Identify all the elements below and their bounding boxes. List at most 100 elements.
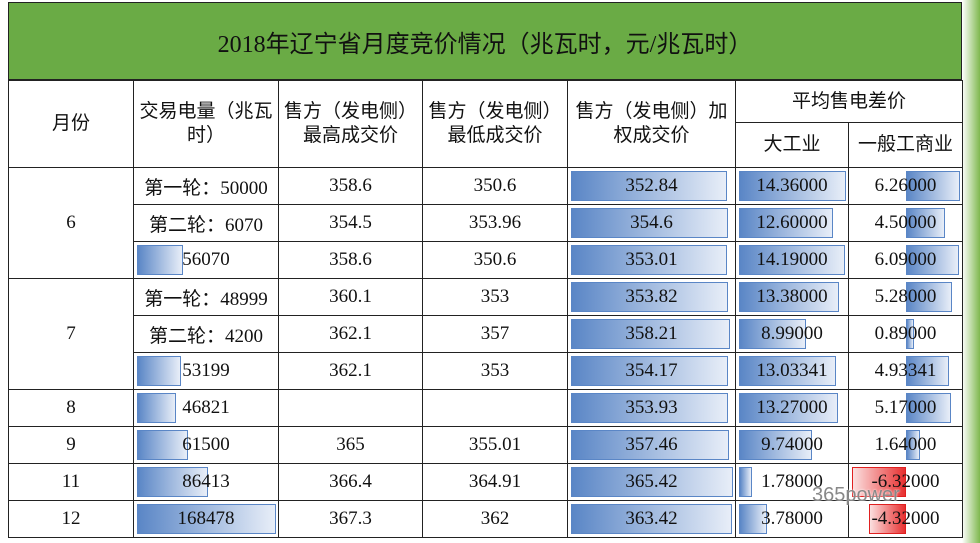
cell-text: 357.46 xyxy=(625,434,678,455)
cell-text: 168478 xyxy=(177,508,235,529)
data-cell: 354.17 xyxy=(567,352,736,390)
data-bar xyxy=(739,467,753,497)
cell-text: 364.91 xyxy=(468,471,522,492)
month-cell: 11 xyxy=(8,463,134,501)
cell-text: 5.28000 xyxy=(874,286,937,307)
data-bar xyxy=(571,504,733,534)
data-bar xyxy=(906,356,949,386)
cell-text: 353.96 xyxy=(468,212,522,233)
data-cell: 363.42 xyxy=(567,500,736,538)
data-bar xyxy=(869,504,907,534)
table-row: 56070 358.6 350.6 353.01 14.19000 6.09000 xyxy=(9,241,963,279)
cell-text: 12.60000 xyxy=(756,212,828,233)
data-cell: 14.36000 xyxy=(735,167,849,205)
data-cell: -4.32000 xyxy=(848,500,963,538)
month-cell: 8 xyxy=(8,389,134,427)
data-cell: 第一轮：48999 xyxy=(133,278,279,316)
data-cell: 5.28000 xyxy=(848,278,963,316)
cell-text: 0.89000 xyxy=(874,323,937,344)
month-cell: 12 xyxy=(8,500,134,538)
cell-text: 352.84 xyxy=(625,175,678,196)
cell-text: 360.1 xyxy=(329,286,372,307)
cell-text: 4.50000 xyxy=(874,212,937,233)
cell-text: 362.1 xyxy=(329,323,372,344)
data-cell: 第一轮：50000 xyxy=(133,167,279,205)
header-cell: 售方（发电侧）加权成交价 xyxy=(567,80,736,168)
data-cell: 364.91 xyxy=(422,463,568,501)
data-cell: 354.5 xyxy=(278,204,423,242)
data-cell: 357 xyxy=(422,315,568,353)
data-cell: 354.6 xyxy=(567,204,736,242)
cell-text: 9.74000 xyxy=(761,434,823,455)
table-row: 8 46821 353.93 13.27000 5.17000 xyxy=(8,389,963,427)
data-bar xyxy=(906,430,921,460)
data-cell: 362.1 xyxy=(278,352,423,390)
data-cell: 13.27000 xyxy=(735,389,849,427)
header-cell: 一般工商业 xyxy=(848,122,963,168)
data-cell: 366.4 xyxy=(278,463,423,501)
cell-text: 5.17000 xyxy=(874,397,937,418)
cell-text: 354.6 xyxy=(630,212,673,233)
data-bar xyxy=(571,467,733,497)
data-bar xyxy=(852,467,907,497)
table-row: 7 第一轮：48999 360.1 353 353.82 13.38000 5.28000 xyxy=(8,278,963,390)
cell-text: 353 xyxy=(480,360,510,381)
cell-text: 13.27000 xyxy=(756,397,828,418)
cell-text: 1.64000 xyxy=(874,434,937,455)
data-cell: 352.84 xyxy=(567,167,736,205)
cell-text: 1.78000 xyxy=(761,471,823,492)
data-cell: 86413 xyxy=(133,463,279,501)
cell-text: 8.99000 xyxy=(761,323,823,344)
data-bar xyxy=(571,171,728,201)
data-bar xyxy=(739,208,833,238)
data-cell: 0.89000 xyxy=(848,315,963,353)
data-bar xyxy=(137,393,176,423)
cell-text: 354.5 xyxy=(329,212,372,233)
data-bar xyxy=(571,319,730,349)
data-cell xyxy=(422,389,568,427)
cell-text: 第一轮：48999 xyxy=(144,288,268,310)
data-cell: 14.19000 xyxy=(735,241,849,279)
data-cell: 365.42 xyxy=(567,463,736,501)
data-cell: 61500 xyxy=(133,426,279,464)
header-cell: 售方（发电侧）最低成交价 xyxy=(422,80,568,168)
cell-text: 358.6 xyxy=(329,249,372,270)
cell-text: 6.26000 xyxy=(874,175,937,196)
data-cell: 13.38000 xyxy=(735,278,849,316)
data-bar xyxy=(137,504,276,534)
data-bar xyxy=(906,393,951,423)
data-bar xyxy=(571,282,728,312)
header-cell: 大工业 xyxy=(735,122,849,168)
table-title: 2018年辽宁省月度竞价情况（兆瓦时，元/兆瓦时） xyxy=(8,2,962,80)
cell-text: -4.32000 xyxy=(871,508,940,529)
data-bar xyxy=(906,245,959,275)
data-cell: 1.78000 xyxy=(735,463,849,501)
data-bar xyxy=(137,356,181,386)
table-row: 第二轮：4200 362.1 357 358.21 8.99000 0.89000 xyxy=(9,315,963,353)
data-cell: 6.09000 xyxy=(848,241,963,279)
header-cell: 交易电量（兆瓦时） xyxy=(133,80,279,168)
data-bar xyxy=(906,319,914,349)
cell-text: -6.32000 xyxy=(871,471,940,492)
month-cell: 7 xyxy=(8,278,134,390)
data-cell: 353.82 xyxy=(567,278,736,316)
data-cell: 353 xyxy=(422,352,568,390)
data-cell: 3.78000 xyxy=(735,500,849,538)
data-cell: 358.6 xyxy=(278,241,423,279)
cell-text: 第一轮：50000 xyxy=(144,177,268,199)
cell-text: 355.01 xyxy=(468,434,522,455)
data-bar xyxy=(571,356,728,386)
data-cell: 358.21 xyxy=(567,315,736,353)
data-cell: 6.26000 xyxy=(848,167,963,205)
cell-text: 353.93 xyxy=(625,397,678,418)
data-bar xyxy=(571,245,728,275)
cell-text: 363.42 xyxy=(625,508,678,529)
cell-text: 46821 xyxy=(182,397,230,418)
data-bar xyxy=(571,430,730,460)
data-cell: 第二轮：4200 xyxy=(133,315,279,353)
cell-text: 14.36000 xyxy=(756,175,828,196)
data-bar xyxy=(739,356,837,386)
data-bar xyxy=(739,319,806,349)
table: 月份 交易电量（兆瓦时） 售方（发电侧）最高成交价 售方（发电侧）最低成交价 售… xyxy=(8,80,963,538)
cell-text: 353 xyxy=(480,286,510,307)
